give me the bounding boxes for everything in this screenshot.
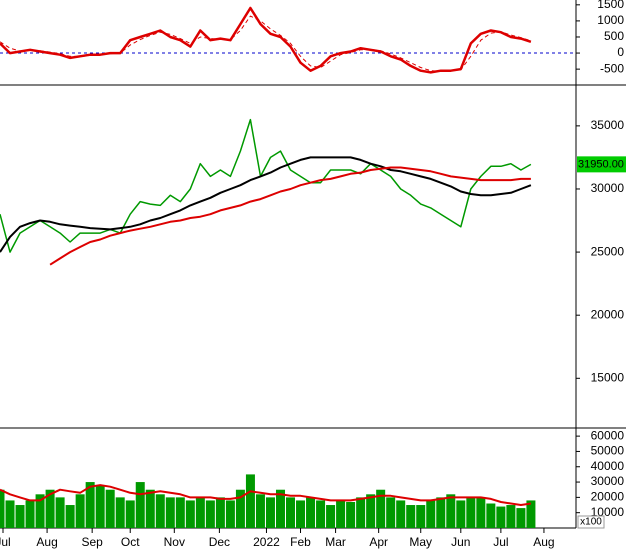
volume-bar bbox=[466, 497, 476, 528]
volume-bar bbox=[366, 494, 376, 528]
volume-bar bbox=[406, 505, 416, 528]
series-line bbox=[0, 6, 532, 74]
y-tick-label: 50000 bbox=[591, 444, 625, 458]
x-tick-label: Aug bbox=[533, 535, 554, 549]
y-tick-label: 40000 bbox=[591, 459, 625, 473]
y-tick-label: 20000 bbox=[591, 490, 625, 504]
volume-bar bbox=[255, 494, 265, 528]
volume-bar bbox=[5, 500, 15, 528]
x-tick-label: Sep bbox=[81, 535, 103, 549]
x-tick-label: Apr bbox=[369, 535, 388, 549]
volume-bar bbox=[336, 500, 346, 528]
y-tick-label: 30000 bbox=[591, 474, 625, 488]
volume-bar bbox=[135, 482, 145, 528]
volume-bar bbox=[275, 489, 285, 528]
y-tick-label: 0 bbox=[617, 45, 624, 59]
volume-bar bbox=[376, 489, 386, 528]
volume-bar bbox=[195, 497, 205, 528]
y-tick-label: 500 bbox=[604, 29, 624, 43]
volume-bar bbox=[155, 494, 165, 528]
volume-bar bbox=[65, 505, 75, 528]
series-line bbox=[0, 15, 532, 72]
volume-bar bbox=[115, 497, 125, 528]
volume-bar bbox=[45, 489, 55, 528]
x-tick-label: May bbox=[409, 535, 432, 549]
volume-bar bbox=[165, 497, 175, 528]
series-line bbox=[0, 118, 532, 253]
volume-bar bbox=[215, 497, 225, 528]
x-tick-label: Dec bbox=[209, 535, 230, 549]
series-line bbox=[0, 156, 532, 253]
volume-bar bbox=[456, 500, 466, 528]
volume-bar bbox=[245, 474, 255, 528]
y-tick-label: 25000 bbox=[591, 244, 625, 258]
x-tick-label: Jul bbox=[0, 535, 11, 549]
volume-bar bbox=[506, 505, 516, 528]
x-tick-label: Aug bbox=[36, 535, 57, 549]
unit-box bbox=[577, 515, 605, 529]
volume-bar bbox=[356, 497, 366, 528]
x-tick-label: Mar bbox=[325, 535, 346, 549]
volume-bar bbox=[346, 501, 356, 528]
volume-bar bbox=[0, 489, 5, 528]
y-tick-label: 35000 bbox=[591, 118, 625, 132]
volume-bar bbox=[75, 494, 85, 528]
volume-bar bbox=[205, 500, 215, 528]
volume-bar bbox=[486, 503, 496, 528]
volume-bar bbox=[95, 485, 105, 528]
volume-bar bbox=[516, 508, 526, 528]
volume-bar bbox=[436, 497, 446, 528]
y-tick-label: 30000 bbox=[591, 181, 625, 195]
y-tick-label: 10000 bbox=[591, 505, 625, 519]
volume-bar bbox=[225, 500, 235, 528]
x-tick-label: Jul bbox=[493, 535, 508, 549]
y-tick-label: 60000 bbox=[591, 428, 625, 442]
volume-bar bbox=[416, 505, 426, 528]
volume-bar bbox=[326, 505, 336, 528]
volume-bar bbox=[55, 497, 65, 528]
volume-bar bbox=[526, 500, 536, 528]
volume-bar bbox=[105, 489, 115, 528]
volume-bar bbox=[446, 494, 456, 528]
volume-bar bbox=[316, 500, 326, 528]
volume-bar bbox=[265, 497, 275, 528]
y-tick-label: 20000 bbox=[591, 307, 625, 321]
last-price-box bbox=[577, 156, 626, 173]
volume-bar bbox=[386, 497, 396, 528]
unit-label: x100 bbox=[580, 517, 602, 528]
volume-bar bbox=[496, 506, 506, 528]
volume-bar bbox=[286, 497, 296, 528]
x-tick-label: Oct bbox=[121, 535, 140, 549]
volume-bar bbox=[235, 489, 245, 528]
x-tick-label: Nov bbox=[164, 535, 185, 549]
y-tick-label: 1500 bbox=[597, 0, 624, 11]
series-line bbox=[49, 166, 531, 266]
volume-bar bbox=[426, 500, 436, 528]
y-tick-label: 15000 bbox=[591, 370, 625, 384]
volume-bar bbox=[396, 500, 406, 528]
x-tick-label: 2022 bbox=[253, 535, 280, 549]
volume-bar bbox=[306, 497, 316, 528]
x-tick-label: Jun bbox=[451, 535, 470, 549]
volume-bar bbox=[476, 497, 486, 528]
x-tick-label: Feb bbox=[290, 535, 311, 549]
volume-bar bbox=[35, 494, 45, 528]
volume-bar bbox=[125, 500, 135, 528]
volume-bar bbox=[85, 482, 95, 528]
volume-bar bbox=[296, 500, 306, 528]
volume-bar bbox=[145, 489, 155, 528]
y-tick-label: -500 bbox=[600, 61, 624, 75]
volume-bar bbox=[15, 505, 25, 528]
last-price-label: 31950.00 bbox=[578, 158, 624, 170]
y-tick-label: 1000 bbox=[597, 13, 624, 27]
volume-bar bbox=[185, 500, 195, 528]
series-line bbox=[0, 484, 532, 506]
volume-bar bbox=[25, 500, 35, 528]
volume-bar bbox=[175, 497, 185, 528]
